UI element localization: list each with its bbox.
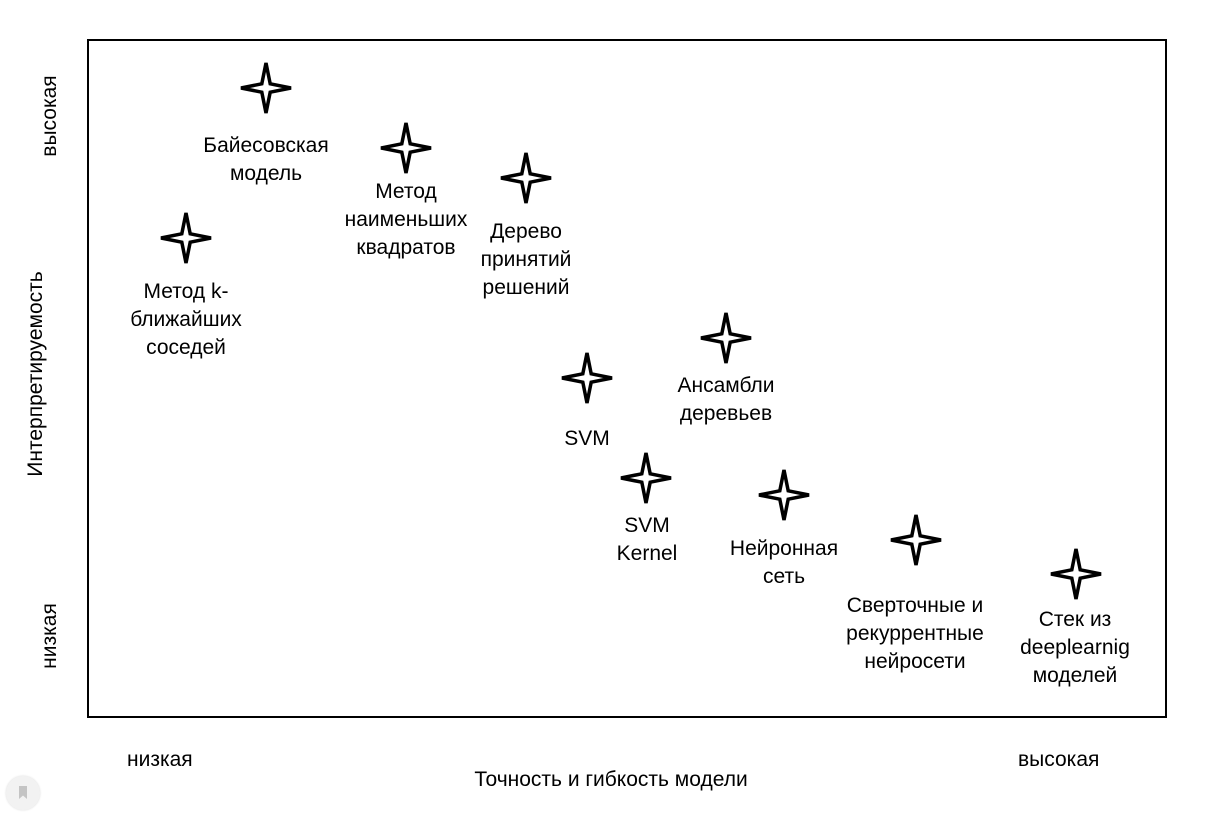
x-axis-title: Точность и гибкость модели — [474, 768, 748, 791]
label-svm-kernel: SVM Kernel — [616, 514, 678, 565]
label-neural-net: Нейронная сеть — [729, 537, 839, 588]
plot-frame — [87, 39, 1167, 718]
label-least-squares: Метод наименьших квадратов — [344, 180, 468, 259]
y-axis-high: высокая — [38, 75, 61, 157]
bookmark-badge[interactable] — [6, 776, 40, 810]
label-dl-stack: Стек из deeplearnig моделей — [1020, 608, 1130, 687]
y-axis-low: низкая — [38, 603, 61, 669]
label-bayes: Байесовская модель — [203, 134, 329, 185]
y-axis-title: Интерпретируемость — [24, 271, 47, 477]
label-svm: SVM — [564, 427, 610, 450]
bookmark-icon — [19, 786, 27, 799]
label-tree-ensembles: Ансамбли деревьев — [677, 374, 775, 425]
label-knn: Метод k- ближайших соседей — [130, 280, 242, 359]
label-decision-tree: Дерево принятий решений — [480, 220, 572, 299]
x-axis-high: высокая — [1018, 748, 1100, 771]
label-conv-rnn: Сверточные и рекуррентные нейросети — [846, 594, 984, 673]
x-axis-low: низкая — [127, 748, 193, 771]
